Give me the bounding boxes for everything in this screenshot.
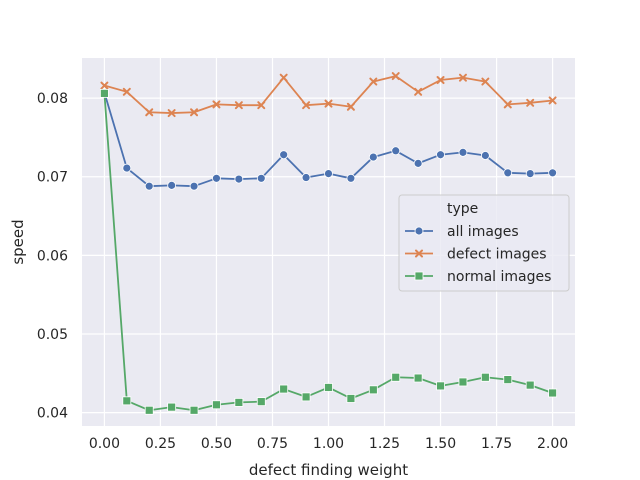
data-point-normal-images — [503, 375, 513, 385]
data-point-defect-images — [324, 99, 333, 108]
series-group — [100, 72, 557, 415]
data-point-normal-images — [100, 88, 109, 98]
x-tick-label: 0.00 — [89, 436, 120, 452]
x-tick-label: 1.00 — [313, 436, 344, 452]
data-point-all-images — [368, 152, 378, 162]
data-point-normal-images — [458, 377, 468, 387]
data-point-normal-images — [167, 402, 177, 412]
y-tick-label: 0.06 — [37, 248, 68, 264]
x-tick-label: 1.25 — [369, 436, 400, 452]
data-point-all-images — [234, 174, 244, 184]
x-tick-labels: 0.00 0.25 0.50 0.75 1.00 1.25 1.50 1.75 2.00 — [89, 436, 568, 452]
data-point-all-images — [480, 151, 490, 160]
data-point-all-images — [279, 150, 289, 160]
data-point-all-images — [436, 150, 445, 160]
data-point-all-images — [301, 173, 311, 182]
data-point-defect-images — [481, 77, 490, 86]
data-point-defect-images — [122, 87, 131, 96]
data-point-normal-images — [346, 394, 356, 403]
data-point-normal-images — [189, 405, 199, 415]
legend-label: all images — [447, 224, 519, 240]
data-point-all-images — [144, 181, 154, 191]
data-point-normal-images — [436, 381, 445, 391]
data-point-normal-images — [480, 372, 490, 382]
legend-item-normal-images: normal images — [405, 269, 551, 285]
data-point-defect-images — [369, 77, 378, 86]
data-point-all-images — [458, 147, 468, 157]
x-tick-label: 0.25 — [145, 436, 176, 452]
data-point-normal-images — [301, 392, 311, 402]
y-tick-label: 0.05 — [37, 327, 68, 343]
data-point-all-images — [212, 173, 221, 183]
data-point-defect-images — [100, 81, 109, 90]
data-point-normal-images — [368, 385, 378, 395]
x-tick-label: 0.75 — [257, 436, 288, 452]
data-point-defect-images — [212, 100, 221, 109]
legend: type all images defect images normal image… — [398, 194, 570, 292]
data-point-defect-images — [458, 73, 467, 82]
y-tick-label: 0.07 — [37, 170, 68, 186]
legend-title: type — [447, 201, 478, 217]
legend-marker — [415, 249, 423, 258]
data-point-defect-images — [503, 100, 512, 109]
data-point-normal-images — [548, 388, 557, 398]
series-all-images — [100, 88, 557, 191]
data-point-defect-images — [190, 108, 199, 117]
data-point-all-images — [391, 146, 401, 156]
legend-item-defect-images: defect images — [405, 247, 547, 263]
x-tick-label: 1.75 — [481, 436, 512, 452]
data-point-all-images — [122, 163, 132, 173]
data-point-normal-images — [525, 380, 535, 390]
data-point-defect-images — [234, 101, 243, 110]
legend-box — [398, 194, 570, 292]
data-point-normal-images — [234, 398, 244, 407]
data-point-defect-images — [257, 101, 266, 110]
data-point-normal-images — [212, 400, 221, 410]
legend-marker — [414, 271, 424, 281]
data-point-all-images — [525, 169, 535, 178]
y-tick-label: 0.08 — [37, 91, 68, 107]
data-point-defect-images — [436, 76, 445, 85]
data-point-normal-images — [256, 397, 266, 407]
y-tick-labels: 0.04 0.05 0.06 0.07 0.08 — [37, 91, 68, 422]
data-point-all-images — [503, 168, 513, 178]
data-point-defect-images — [302, 101, 311, 110]
legend-label: normal images — [447, 269, 551, 285]
data-point-all-images — [413, 158, 423, 168]
legend-label: defect images — [447, 247, 547, 263]
legend-item-all-images: all images — [405, 224, 519, 240]
data-point-normal-images — [391, 372, 401, 382]
series-defect-images — [100, 72, 557, 118]
gridlines — [82, 58, 575, 426]
data-point-defect-images — [548, 96, 557, 105]
data-point-normal-images — [324, 383, 333, 392]
data-point-all-images — [324, 169, 333, 178]
data-point-normal-images — [279, 384, 289, 394]
data-point-normal-images — [122, 396, 132, 406]
data-point-all-images — [256, 173, 266, 183]
x-tick-label: 1.50 — [425, 436, 456, 452]
y-axis-title: speed — [9, 219, 27, 264]
data-point-all-images — [346, 173, 356, 183]
data-point-all-images — [548, 168, 557, 178]
series-normal-images — [100, 88, 557, 415]
x-tick-label: 2.00 — [537, 436, 568, 452]
data-point-normal-images — [144, 405, 154, 415]
y-tick-label: 0.04 — [37, 406, 68, 422]
legend-marker — [414, 226, 424, 236]
data-point-defect-images — [346, 102, 355, 111]
x-tick-label: 0.50 — [201, 436, 232, 452]
data-point-all-images — [189, 181, 199, 191]
data-point-normal-images — [413, 373, 423, 383]
data-point-all-images — [167, 180, 177, 190]
data-point-defect-images — [145, 108, 154, 117]
data-point-defect-images — [279, 73, 288, 82]
data-point-defect-images — [526, 98, 535, 107]
data-point-defect-images — [391, 72, 400, 81]
data-point-defect-images — [167, 109, 176, 118]
x-axis-title: defect finding weight — [249, 461, 408, 479]
data-point-defect-images — [414, 87, 423, 96]
